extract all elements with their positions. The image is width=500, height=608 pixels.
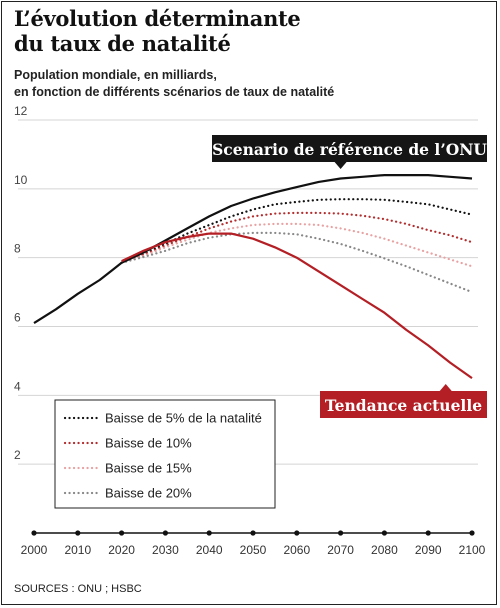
chart-legend: Baisse de 5% de la natalité Baisse de 10%…: [54, 399, 276, 509]
source-note: SOURCES : ONU ; HSBC: [14, 583, 142, 595]
x-tick-label-2080: 2080: [371, 543, 398, 557]
chart-title: L’évolution déterminante du taux de nata…: [14, 6, 301, 56]
annotation-pointer-current-trend: [439, 384, 452, 391]
annotation-label-un-reference: Scenario de référence de l’ONU: [212, 140, 487, 159]
annotation-pointer-un-reference: [334, 162, 347, 169]
series-line-tendance-actuelle: [121, 232, 473, 379]
chart-series-lines: [33, 174, 474, 379]
legend-label-baisse-de-10: Baisse de 10%: [105, 436, 192, 451]
x-tick-dot-2050: [250, 530, 256, 536]
chart-subtitle-line-2: en fonction de différents scénarios de t…: [14, 85, 335, 99]
x-tick-dot-2080: [381, 530, 387, 536]
annotation-box-current-trend: [320, 391, 487, 418]
x-tick-label-2010: 2010: [64, 543, 91, 557]
y-tick-label-8: 8: [14, 242, 21, 256]
series-line-baisse-de-15: [120, 222, 474, 268]
x-tick-label-2000: 2000: [21, 543, 48, 557]
chart-title-line-1: L’évolution déterminante: [14, 6, 301, 31]
series-line-baisse-de-10: [120, 211, 474, 264]
chart-title-line-2: du taux de natalité: [14, 31, 231, 56]
x-tick-label-2050: 2050: [240, 543, 267, 557]
x-tick-label-2040: 2040: [196, 543, 223, 557]
x-tick-dot-2000: [31, 530, 37, 536]
y-tick-label-12: 12: [14, 104, 28, 118]
legend-label-baisse-de-5-de-la-natalite: Baisse de 5% de la natalité: [105, 411, 262, 426]
annotation-box-un-reference: [212, 135, 487, 162]
x-tick-label-2100: 2100: [459, 543, 486, 557]
y-tick-label-2: 2: [14, 448, 21, 462]
chart-annotations: Scenario de référence de l’ONU Tendance a…: [212, 135, 487, 418]
x-axis: 2000 2010 2020 2030 2040 2050 2060 2070 2080 2090…: [21, 530, 486, 557]
x-tick-dot-2100: [469, 530, 475, 536]
x-tick-dot-2090: [425, 530, 431, 536]
x-tick-dot-2040: [206, 530, 212, 536]
chart-subtitle-line-1: Population mondiale, en milliards,: [14, 68, 217, 82]
series-line-baisse-de-20: [120, 231, 474, 294]
y-tick-label-4: 4: [14, 379, 21, 393]
x-tick-label-2070: 2070: [327, 543, 354, 557]
legend-label-baisse-de-20: Baisse de 20%: [105, 486, 192, 501]
y-tick-label-10: 10: [14, 173, 28, 187]
x-tick-label-2060: 2060: [283, 543, 310, 557]
x-tick-dot-2070: [338, 530, 344, 536]
x-tick-dot-2030: [162, 530, 168, 536]
legend-label-baisse-de-15: Baisse de 15%: [105, 461, 192, 476]
series-line-scenario-de-reference-de-l-onu: [33, 174, 473, 325]
series-line-baisse-de-5-de-la-natalite: [120, 198, 474, 264]
x-tick-label-2030: 2030: [152, 543, 179, 557]
x-tick-dot-2020: [119, 530, 125, 536]
y-tick-label-6: 6: [14, 311, 21, 325]
chart-subtitle: Population mondiale, en milliards, en fo…: [14, 67, 334, 101]
annotation-label-current-trend: Tendance actuelle: [325, 396, 482, 415]
x-tick-dot-2060: [294, 530, 300, 536]
x-tick-label-2090: 2090: [415, 543, 442, 557]
x-tick-label-2020: 2020: [108, 543, 135, 557]
x-tick-dot-2010: [75, 530, 81, 536]
y-axis-tick-labels: 2 4 6 8 10 12: [14, 104, 28, 462]
